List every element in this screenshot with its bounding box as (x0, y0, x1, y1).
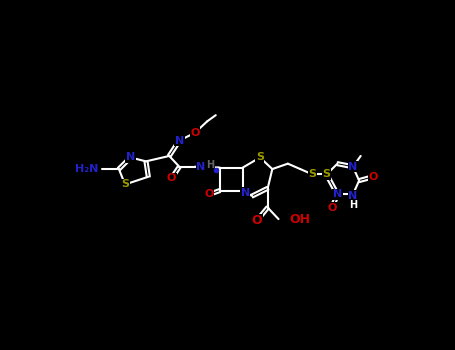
Text: O: O (190, 128, 199, 138)
Text: S: S (323, 169, 331, 180)
Text: S: S (256, 153, 264, 162)
Text: H₂N: H₂N (76, 164, 99, 174)
Text: O: O (369, 172, 378, 182)
Text: S: S (121, 180, 129, 189)
Text: H: H (206, 160, 214, 170)
Text: O: O (204, 189, 213, 200)
Text: N: N (348, 162, 358, 172)
Text: H: H (349, 200, 357, 210)
Text: N: N (175, 135, 184, 146)
Text: N: N (241, 188, 250, 198)
Text: S: S (308, 169, 317, 180)
Text: N: N (333, 189, 342, 200)
Text: N: N (348, 191, 358, 201)
Text: O: O (167, 173, 176, 183)
Text: OH: OH (289, 212, 310, 226)
Text: N: N (126, 153, 135, 162)
Text: O: O (327, 203, 337, 212)
Text: NH: NH (197, 162, 215, 172)
Text: O: O (252, 214, 262, 227)
